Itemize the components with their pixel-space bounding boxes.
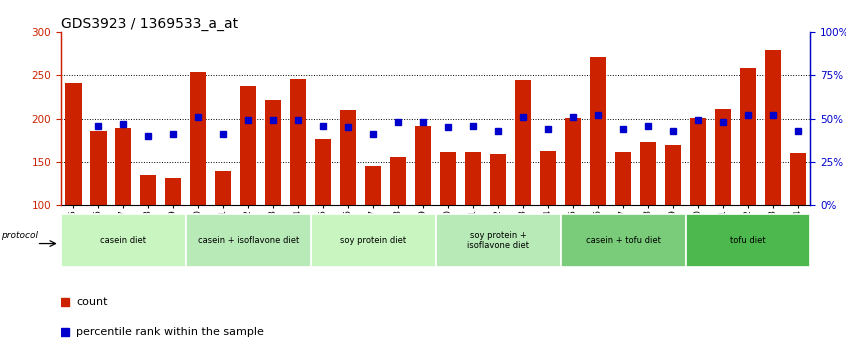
Text: casein + isoflavone diet: casein + isoflavone diet [198, 236, 299, 245]
Bar [340, 110, 356, 205]
Text: casein + tofu diet: casein + tofu diet [585, 236, 661, 245]
Bar [290, 79, 306, 205]
Bar [390, 157, 406, 205]
Bar [240, 86, 256, 205]
Bar [316, 139, 332, 205]
Bar [65, 83, 81, 205]
Text: casein diet: casein diet [101, 236, 146, 245]
Bar [715, 109, 731, 205]
Text: protocol: protocol [1, 230, 38, 240]
Text: GDS3923 / 1369533_a_at: GDS3923 / 1369533_a_at [61, 17, 238, 31]
Bar [415, 126, 431, 205]
FancyBboxPatch shape [436, 214, 561, 267]
Bar [665, 144, 681, 205]
Bar [490, 154, 506, 205]
Bar [740, 68, 756, 205]
FancyBboxPatch shape [310, 214, 436, 267]
FancyBboxPatch shape [61, 214, 186, 267]
Bar [115, 128, 131, 205]
Bar [365, 166, 382, 205]
Bar [465, 152, 481, 205]
Bar [515, 80, 531, 205]
FancyBboxPatch shape [685, 214, 810, 267]
Bar [540, 151, 556, 205]
Text: soy protein diet: soy protein diet [340, 236, 406, 245]
Bar [765, 50, 781, 205]
Bar [165, 178, 181, 205]
Bar [140, 175, 157, 205]
Text: tofu diet: tofu diet [730, 236, 766, 245]
Bar [640, 142, 656, 205]
Bar [565, 118, 581, 205]
Bar [590, 57, 607, 205]
Bar [91, 131, 107, 205]
Text: percentile rank within the sample: percentile rank within the sample [76, 327, 264, 337]
Bar [615, 152, 631, 205]
Text: count: count [76, 297, 107, 307]
Bar [190, 72, 206, 205]
Bar [690, 118, 706, 205]
FancyBboxPatch shape [561, 214, 685, 267]
Bar [790, 153, 806, 205]
FancyBboxPatch shape [186, 214, 310, 267]
Bar [265, 101, 282, 205]
Bar [440, 152, 456, 205]
Text: soy protein +
isoflavone diet: soy protein + isoflavone diet [467, 231, 529, 250]
Bar [215, 171, 232, 205]
